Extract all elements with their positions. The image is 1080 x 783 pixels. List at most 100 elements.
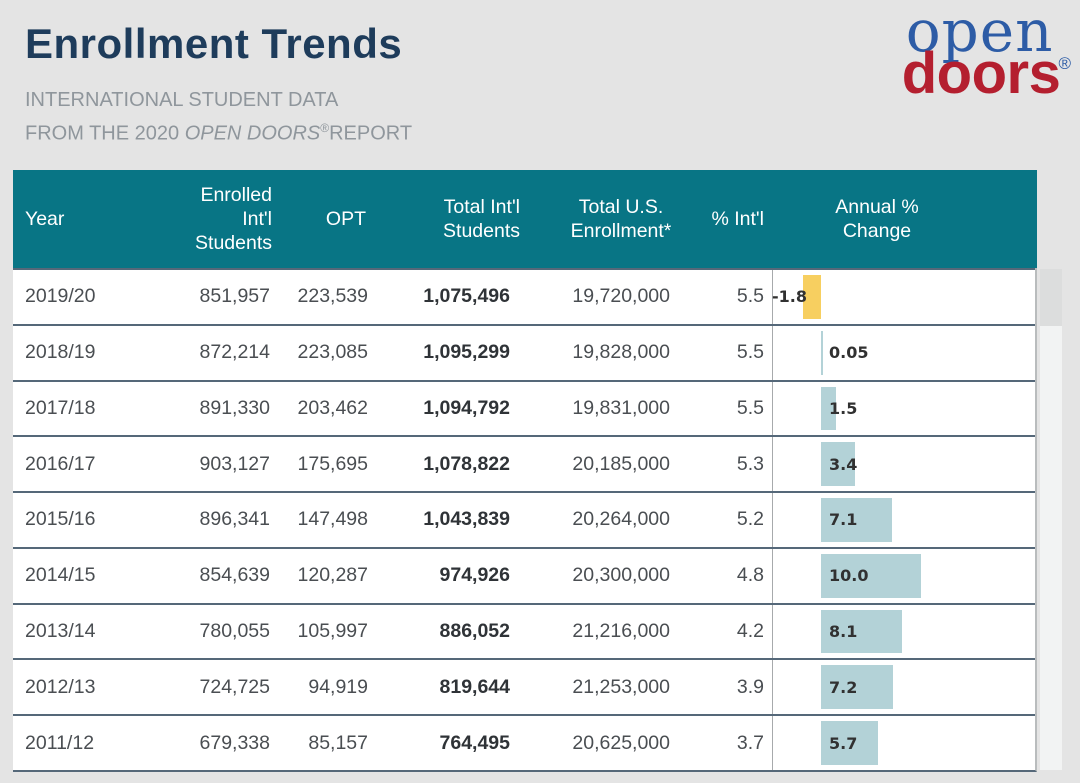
cell-year: 2011/12 [25, 731, 95, 754]
open-doors-logo: open ® doors [901, 2, 1071, 106]
annual-change-bar [821, 498, 892, 542]
annual-change-label: 10.0 [829, 566, 869, 586]
table-body: 2019/20 851,957 223,539 1,075,496 19,720… [13, 268, 1037, 772]
cell-pct-intl: 5.3 [736, 452, 764, 475]
cell-total-intl-students: 1,078,822 [423, 452, 510, 475]
cell-pct-intl: 5.5 [736, 396, 764, 419]
cell-total-intl-students: 1,043,839 [423, 508, 510, 531]
cell-year: 2017/18 [25, 396, 96, 419]
annual-change-bar [821, 330, 823, 375]
cell-total-us-enrollment: 19,828,000 [572, 341, 670, 364]
cell-year: 2019/20 [25, 285, 96, 308]
table-row: 2019/20 851,957 223,539 1,075,496 19,720… [13, 268, 1035, 324]
column-header-pct-intl: % Int'l [711, 208, 765, 230]
cell-total-us-enrollment: 19,831,000 [572, 396, 670, 419]
cell-pct-intl: 4.2 [736, 619, 764, 642]
enrollment-table: Year Enrolled Int'l Students OPT Total I… [13, 170, 1037, 772]
cell-pct-intl: 5.2 [736, 508, 764, 531]
annual-change-bar [821, 721, 878, 765]
cell-year: 2014/15 [25, 564, 96, 587]
table-row: 2011/12 679,338 85,157 764,495 20,625,00… [13, 714, 1035, 770]
cell-opt: 147,498 [297, 508, 369, 531]
cell-pct-intl: 5.5 [736, 285, 764, 308]
cell-annual-pct-change: 8.1 [772, 604, 1035, 659]
annual-change-label: 0.05 [829, 343, 869, 363]
cell-total-us-enrollment: 20,185,000 [572, 452, 670, 475]
table-row: 2016/17 903,127 175,695 1,078,822 20,185… [13, 435, 1035, 492]
registered-mark-icon: ® [320, 121, 330, 135]
annual-change-bar [821, 442, 855, 487]
page-subtitle: INTERNATIONAL STUDENT DATA FROM THE 2020… [25, 86, 412, 148]
subtitle-line2: FROM THE 2020 OPEN DOORS®REPORT [25, 121, 413, 145]
scrollbar-track[interactable] [1040, 269, 1062, 770]
cell-total-intl-students: 1,095,299 [423, 341, 510, 364]
cell-total-us-enrollment: 20,264,000 [572, 508, 670, 531]
annual-change-label: 8.1 [829, 621, 858, 641]
cell-year: 2018/19 [25, 341, 96, 364]
table-row: 2017/18 891,330 203,462 1,094,792 19,831… [13, 379, 1035, 436]
annual-change-bar [821, 609, 902, 654]
cell-total-us-enrollment: 21,253,000 [572, 675, 670, 698]
logo-word-doors: doors [901, 41, 1061, 106]
column-header-annual-pct-change: Annual % Change [835, 196, 919, 242]
logo-registered-icon: ® [1058, 54, 1071, 73]
cell-year: 2016/17 [25, 452, 96, 475]
cell-opt: 94,919 [308, 675, 368, 698]
cell-opt: 120,287 [297, 564, 369, 587]
cell-annual-pct-change: 7.1 [772, 493, 1035, 547]
cell-opt: 223,539 [297, 285, 369, 308]
cell-annual-pct-change: 1.5 [772, 381, 1035, 436]
cell-annual-pct-change: 3.4 [772, 437, 1035, 492]
column-header-opt: OPT [325, 208, 366, 230]
cell-total-us-enrollment: 20,625,000 [572, 731, 670, 754]
cell-annual-pct-change: 7.2 [772, 660, 1035, 715]
cell-opt: 203,462 [297, 396, 369, 419]
cell-enrolled-intl-students: 896,341 [199, 508, 271, 531]
column-header-year: Year [25, 208, 65, 230]
page-title: Enrollment Trends [25, 20, 403, 67]
annual-change-bar [821, 386, 836, 431]
cell-total-us-enrollment: 20,300,000 [572, 564, 670, 587]
table-row: 2014/15 854,639 120,287 974,926 20,300,0… [13, 546, 1035, 603]
cell-enrolled-intl-students: 903,127 [199, 452, 271, 475]
cell-opt: 223,085 [297, 341, 369, 364]
cell-opt: 85,157 [308, 731, 368, 754]
cell-year: 2015/16 [25, 508, 96, 531]
cell-total-intl-students: 819,644 [439, 675, 511, 698]
cell-enrolled-intl-students: 854,639 [199, 564, 271, 587]
cell-annual-pct-change: 5.7 [772, 716, 1035, 770]
table-row: 2012/13 724,725 94,919 819,644 21,253,00… [13, 658, 1035, 715]
annual-change-bar [821, 665, 893, 710]
logo-word-open: open [905, 0, 1054, 65]
table-row: 2015/16 896,341 147,498 1,043,839 20,264… [13, 491, 1035, 547]
cell-enrolled-intl-students: 780,055 [199, 619, 271, 642]
table-row: 2013/14 780,055 105,997 886,052 21,216,0… [13, 602, 1035, 659]
cell-enrolled-intl-students: 679,338 [199, 731, 271, 754]
cell-enrolled-intl-students: 872,214 [199, 341, 271, 364]
scrollbar-thumb[interactable] [1040, 269, 1062, 326]
cell-total-us-enrollment: 21,216,000 [572, 619, 670, 642]
cell-pct-intl: 4.8 [736, 564, 764, 587]
annual-change-label: 7.1 [829, 510, 858, 530]
table-header-row: Year Enrolled Int'l Students OPT Total I… [13, 170, 1037, 268]
annual-change-label: -1.8 [772, 287, 807, 307]
cell-enrolled-intl-students: 851,957 [199, 285, 271, 308]
cell-year: 2013/14 [25, 619, 96, 642]
cell-total-intl-students: 764,495 [439, 731, 511, 754]
annual-change-bar [821, 553, 921, 598]
cell-pct-intl: 5.5 [736, 341, 764, 364]
column-header-total-us-enrollment: Total U.S. Enrollment* [570, 196, 672, 242]
cell-enrolled-intl-students: 724,725 [199, 675, 271, 698]
annual-change-label: 5.7 [829, 733, 858, 753]
annual-change-label: 7.2 [829, 677, 858, 697]
cell-year: 2012/13 [25, 675, 96, 698]
column-header-total-intl-students: Total Int'l Students [443, 196, 520, 242]
annual-change-label: 1.5 [829, 398, 858, 418]
annual-change-label: 3.4 [829, 454, 858, 474]
cell-opt: 175,695 [297, 452, 369, 475]
cell-total-intl-students: 974,926 [439, 564, 511, 587]
logo-line-open: open ® [902, 2, 1071, 72]
table-row: 2018/19 872,214 223,085 1,095,299 19,828… [13, 323, 1035, 380]
cell-enrolled-intl-students: 891,330 [199, 396, 271, 419]
cell-annual-pct-change: 10.0 [772, 548, 1035, 603]
